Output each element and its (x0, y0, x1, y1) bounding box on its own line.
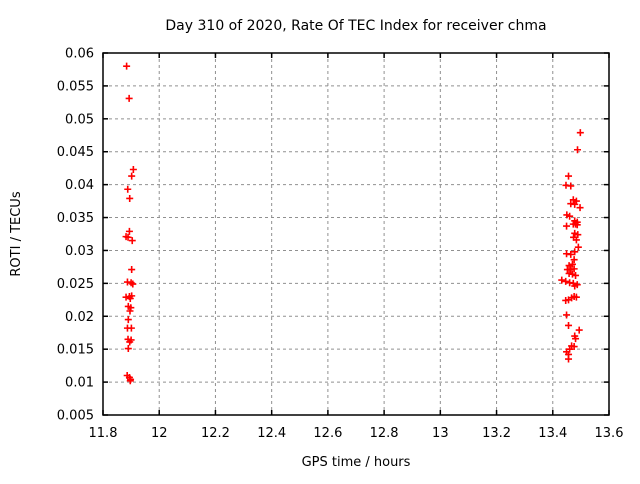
x-tick-label: 12.8 (370, 426, 399, 441)
data-point (567, 182, 575, 190)
chart-title: Day 310 of 2020, Rate Of TEC Index for r… (165, 18, 546, 34)
y-tick-label: 0.035 (57, 211, 94, 226)
data-point (570, 256, 578, 264)
x-tick-label: 12.6 (313, 426, 342, 441)
tick-label-layer: 0.005 0.01 0.015 0.02 0.025 0.03 0.035 0.04 0.04… (57, 47, 624, 442)
data-point (566, 212, 574, 220)
data-point (572, 271, 580, 279)
data-point (565, 355, 573, 363)
x-tick-label: 12.2 (201, 426, 230, 441)
y-tick-label: 0.05 (65, 112, 94, 127)
data-point (562, 296, 570, 304)
data-point (124, 345, 132, 353)
data-point (571, 282, 579, 290)
data-point (575, 326, 583, 334)
x-tick-label: 13.2 (482, 426, 511, 441)
data-point (128, 237, 136, 245)
data-point (127, 324, 135, 332)
x-tick-label: 12 (151, 426, 168, 441)
data-point (563, 311, 571, 319)
data-point (126, 338, 134, 346)
data-point (124, 185, 132, 193)
data-point (129, 280, 137, 288)
data-point (125, 94, 133, 102)
data-points-layer (122, 62, 584, 385)
x-tick-label: 13 (432, 426, 449, 441)
data-point (128, 266, 136, 274)
data-point (126, 307, 134, 315)
y-tick-label: 0.055 (57, 79, 94, 94)
data-point (126, 194, 134, 202)
x-tick-label: 12.4 (257, 426, 286, 441)
data-point (571, 248, 579, 256)
x-tick-label: 11.8 (89, 426, 118, 441)
x-axis-title: GPS time / hours (302, 455, 411, 470)
data-point (568, 260, 576, 268)
y-tick-label: 0.01 (65, 376, 94, 391)
data-point (128, 172, 136, 180)
data-point (127, 304, 135, 312)
plot-frame (102, 52, 610, 416)
grid-layer (103, 53, 609, 415)
data-point (570, 265, 578, 273)
y-tick-label: 0.06 (65, 47, 94, 62)
y-tick-label: 0.03 (65, 244, 94, 259)
data-point (567, 250, 575, 258)
y-tick-label: 0.04 (65, 178, 94, 193)
data-point (562, 277, 570, 285)
data-point (576, 204, 584, 212)
data-point (573, 221, 581, 229)
data-point (565, 262, 573, 270)
y-tick-label: 0.02 (65, 310, 94, 325)
data-point (123, 62, 131, 70)
data-point (558, 276, 566, 284)
data-point (125, 227, 133, 235)
data-point (572, 335, 580, 343)
data-point (570, 343, 578, 351)
data-point (571, 200, 579, 208)
data-point (563, 222, 571, 230)
y-tick-label: 0.015 (57, 343, 94, 358)
x-tick-label: 13.4 (538, 426, 567, 441)
data-point (574, 231, 582, 239)
data-point (574, 146, 582, 154)
data-point (574, 243, 582, 251)
data-point (124, 233, 132, 241)
data-point (572, 236, 580, 244)
data-point (565, 321, 573, 329)
y-tick-label: 0.005 (57, 409, 94, 424)
data-point (124, 316, 132, 324)
y-tick-label: 0.025 (57, 277, 94, 292)
data-point (565, 172, 573, 180)
data-point (128, 292, 136, 300)
data-point (126, 377, 134, 385)
tick-layer (102, 52, 610, 416)
y-axis-title: ROTI / TECUs (9, 191, 24, 276)
data-point (576, 129, 584, 137)
y-tick-label: 0.045 (57, 145, 94, 160)
data-point (129, 165, 137, 173)
x-tick-label: 13.6 (595, 426, 624, 441)
